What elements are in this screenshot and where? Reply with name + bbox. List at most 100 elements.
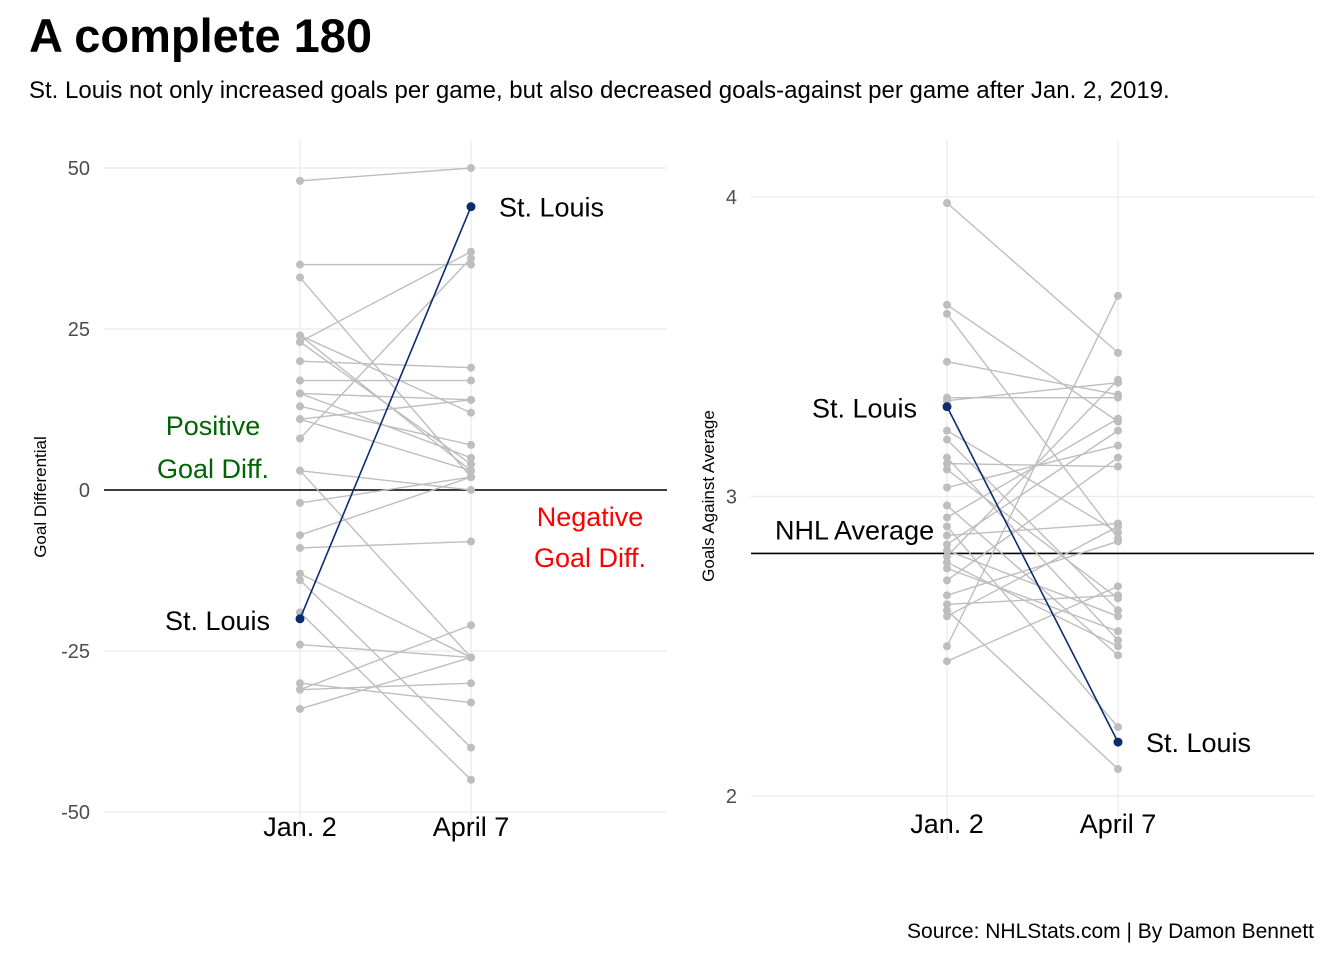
team-point-start [943, 435, 951, 444]
team-line [299, 167, 472, 182]
team-line [946, 456, 1119, 581]
team-line [946, 313, 1119, 539]
team-point-start [296, 543, 304, 552]
highlight-label-end: St. Louis [499, 193, 604, 223]
negative-annotation: Negative [537, 502, 644, 532]
team-line [946, 202, 1119, 354]
team-point-start [943, 459, 951, 468]
highlight-line [299, 206, 472, 620]
team-point-end [467, 440, 475, 449]
team-point-start [296, 337, 304, 346]
team-point-start [296, 685, 304, 694]
team-line [299, 257, 472, 439]
team-point-end [1114, 627, 1122, 636]
team-line [946, 525, 1119, 617]
team-line [946, 379, 1119, 557]
team-point-end [1114, 375, 1122, 384]
team-point-end [467, 376, 475, 385]
highlight-label-start: St. Louis [165, 606, 270, 636]
team-point-start [296, 415, 304, 424]
team-point-start [296, 679, 304, 688]
team-line [299, 656, 472, 710]
team-line [946, 444, 1119, 489]
team-point-end [467, 247, 475, 256]
y-tick-label: -50 [61, 802, 90, 824]
team-line [946, 295, 1119, 647]
team-point-end [467, 653, 475, 662]
team-point-start [943, 483, 951, 492]
team-point-start [296, 331, 304, 340]
team-point-start [943, 612, 951, 621]
team-point-end [467, 537, 475, 546]
team-line [299, 418, 472, 472]
team-point-end [467, 621, 475, 630]
team-point-start [943, 552, 951, 561]
team-line [299, 579, 472, 749]
team-point-start [943, 501, 951, 510]
y-tick-label: 0 [79, 480, 90, 502]
team-point-start [296, 357, 304, 366]
team-line [299, 251, 472, 343]
team-line [946, 304, 1119, 423]
team-line [946, 381, 1119, 402]
team-point-start [296, 640, 304, 649]
team-point-start [943, 300, 951, 309]
team-point-start [296, 704, 304, 713]
team-point-end [467, 698, 475, 707]
team-line [299, 611, 472, 781]
team-point-end [467, 254, 475, 263]
team-line [946, 361, 1119, 396]
team-point-end [1114, 612, 1122, 621]
team-line [946, 561, 1119, 647]
highlight-point-start [295, 614, 305, 624]
team-point-start [296, 273, 304, 282]
source-caption: Source: NHLStats.com | By Damon Bennett [907, 920, 1314, 943]
y-tick-label: 2 [726, 786, 737, 808]
team-point-end [1114, 453, 1122, 462]
team-point-end [1114, 582, 1122, 591]
team-point-end [1114, 441, 1122, 450]
team-line [299, 399, 472, 420]
team-line [299, 476, 472, 536]
highlight-point-end [466, 202, 476, 212]
team-point-start [943, 309, 951, 318]
highlight-point-end [1113, 737, 1123, 747]
team-point-start [943, 453, 951, 462]
team-point-end [1114, 522, 1122, 531]
team-point-start [943, 576, 951, 585]
chart-title: A complete 180 [29, 9, 373, 62]
team-line [299, 392, 472, 401]
y-tick-label: 25 [68, 319, 90, 341]
highlight-label-start: St. Louis [812, 394, 917, 424]
reference-label: NHL Average [775, 515, 934, 545]
y-tick-label: 3 [726, 487, 737, 509]
x-tick-label: April 7 [433, 812, 510, 842]
team-line [299, 682, 472, 691]
team-line [946, 457, 1119, 641]
team-point-end [467, 408, 475, 417]
highlight-line [946, 406, 1119, 743]
team-point-start [943, 606, 951, 615]
team-line [946, 430, 1119, 534]
team-point-start [943, 546, 951, 555]
team-line [299, 470, 472, 658]
team-point-end [1114, 426, 1122, 435]
team-point-end [467, 679, 475, 688]
team-point-end [1114, 651, 1122, 660]
team-point-start [296, 402, 304, 411]
team-point-end [1114, 291, 1122, 300]
team-line [299, 334, 472, 414]
team-line [299, 540, 472, 549]
team-point-start [943, 357, 951, 366]
team-line [299, 682, 472, 704]
x-tick-label: April 7 [1080, 809, 1157, 839]
team-line [299, 573, 472, 659]
team-point-end [1114, 636, 1122, 645]
team-line [299, 277, 472, 478]
y-axis-title: Goal Differential [31, 436, 50, 558]
team-point-end [1114, 414, 1122, 423]
team-point-start [296, 389, 304, 398]
team-point-start [943, 531, 951, 540]
team-point-end [467, 466, 475, 475]
